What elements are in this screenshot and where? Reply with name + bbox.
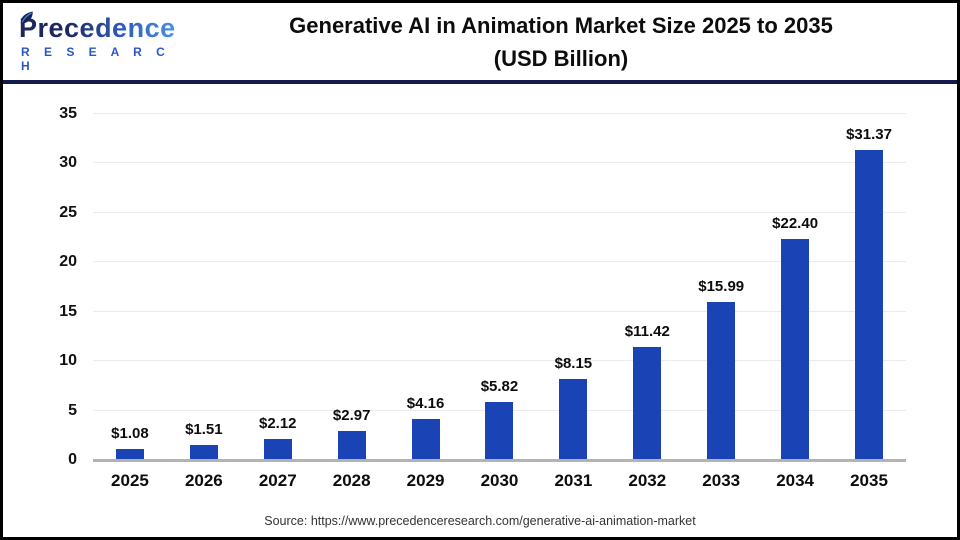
y-tick-label: 25 xyxy=(59,203,77,221)
bar-value-label: $8.15 xyxy=(554,355,593,373)
bar xyxy=(707,301,736,460)
x-tick-label: 2034 xyxy=(776,471,815,490)
brand-name: Precedence xyxy=(17,14,179,42)
x-tick-label: 2027 xyxy=(258,471,297,490)
gridline xyxy=(93,310,906,312)
bar-value-label: $5.82 xyxy=(480,378,519,396)
y-axis: 0 5 10 15 20 25 30 35 xyxy=(3,105,93,468)
y-tick-label: 30 xyxy=(59,154,77,172)
y-tick-label: 20 xyxy=(59,253,77,271)
bar-group: $22.40 2034 xyxy=(758,114,832,490)
source-note: Source: https://www.precedenceresearch.c… xyxy=(264,514,696,528)
x-tick-label: 2029 xyxy=(406,471,445,490)
bar-value-label: $2.97 xyxy=(332,406,371,424)
x-tick-label: 2031 xyxy=(554,471,593,490)
bar-value-label: $1.08 xyxy=(111,425,149,443)
x-tick-label: 2025 xyxy=(111,471,149,490)
bar-group: $11.42 2032 xyxy=(610,114,684,490)
bar-group: $1.08 2025 xyxy=(93,114,167,490)
gridline xyxy=(93,360,906,362)
chart-title-line2: (USD Billion) xyxy=(493,45,629,71)
bar xyxy=(337,430,366,460)
bar xyxy=(633,347,662,460)
chart-title-line1: Generative AI in Animation Market Size 2… xyxy=(289,12,833,38)
bar-value-label: $22.40 xyxy=(772,214,819,232)
y-tick-label: 15 xyxy=(59,302,77,320)
y-tick-label: 35 xyxy=(59,105,77,122)
bars-container: $1.08 2025 $1.51 2026 $2.12 2027 $2.97 2028 $4.1… xyxy=(93,114,906,490)
bar-value-label: $15.99 xyxy=(698,277,745,295)
bar xyxy=(855,149,884,460)
leaf-icon xyxy=(18,9,36,27)
gridline xyxy=(93,113,906,114)
x-tick-label: 2030 xyxy=(480,471,519,490)
bar-chart: 0 5 10 15 20 25 30 35 $1.08 2025 $1.51 2026 $2.12 20… xyxy=(3,88,957,537)
x-tick-label: 2033 xyxy=(702,471,741,490)
x-axis-line xyxy=(93,459,906,462)
bar-value-label: $4.16 xyxy=(406,394,445,412)
bar xyxy=(781,238,810,460)
bar-group: $4.16 2029 xyxy=(389,114,463,490)
bar-value-label: $2.12 xyxy=(258,415,297,433)
x-tick-label: 2028 xyxy=(332,471,371,490)
bar-group: $15.99 2033 xyxy=(684,114,758,490)
x-tick-label: 2032 xyxy=(628,471,667,490)
brand-subname: R E S E A R C H xyxy=(21,44,171,73)
bar xyxy=(485,402,514,460)
brand-logo: Precedence R E S E A R C H xyxy=(17,9,179,73)
bar xyxy=(189,445,218,460)
bar xyxy=(263,439,292,460)
gridline xyxy=(93,162,906,164)
gridline xyxy=(93,261,906,263)
bar-group: $5.82 2030 xyxy=(463,114,537,490)
y-tick-label: 10 xyxy=(59,352,77,370)
x-tick-label: 2035 xyxy=(850,471,888,490)
y-tick-label: 5 xyxy=(68,401,77,419)
gridline xyxy=(93,211,906,213)
x-tick-label: 2026 xyxy=(184,471,223,490)
bar-group: $1.51 2026 xyxy=(167,114,241,490)
bar-group: $8.15 2031 xyxy=(536,114,610,490)
bar xyxy=(559,379,588,460)
bar-group: $2.97 2028 xyxy=(315,114,389,490)
bar-group: $31.37 2035 xyxy=(832,114,906,490)
header: Precedence R E S E A R C H Generative AI… xyxy=(3,3,957,84)
bar-value-label: $31.37 xyxy=(846,125,892,143)
bar xyxy=(411,418,440,460)
bar-value-label: $1.51 xyxy=(185,421,223,439)
plot-area: $1.08 2025 $1.51 2026 $2.12 2027 $2.97 2028 $4.1… xyxy=(93,113,906,490)
chart-title: Generative AI in Animation Market Size 2… xyxy=(179,9,943,75)
y-tick-label: 0 xyxy=(68,451,77,468)
bar-group: $2.12 2027 xyxy=(241,114,315,490)
bar-value-label: $11.42 xyxy=(624,323,670,341)
bar xyxy=(115,449,144,460)
